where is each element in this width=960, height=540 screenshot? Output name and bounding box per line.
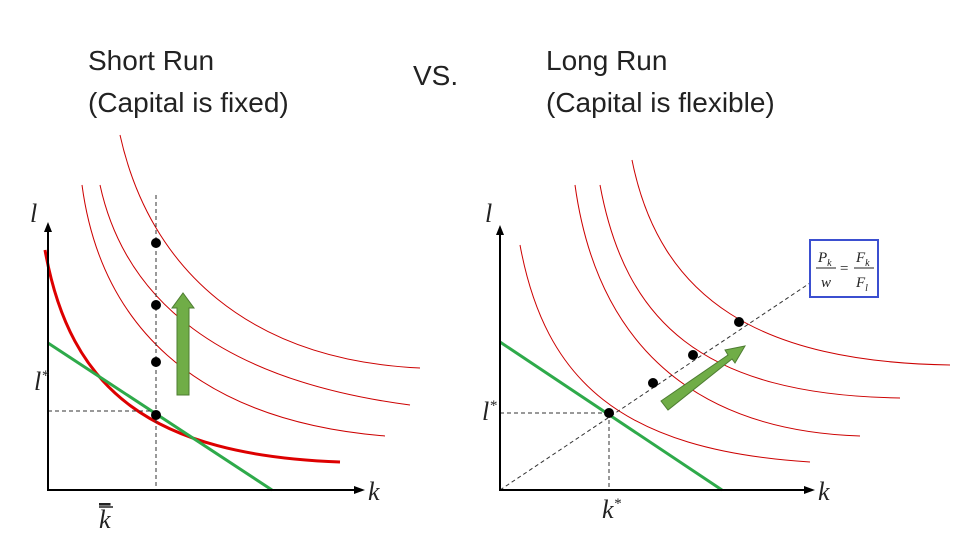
sub: l xyxy=(865,283,868,294)
x-axis-label: k xyxy=(368,477,380,506)
sym: F xyxy=(855,275,866,291)
axes xyxy=(499,228,810,491)
formula-rhs-num: Fk xyxy=(855,250,870,269)
y-axis-label: l xyxy=(30,199,37,228)
isoquant-current xyxy=(43,249,341,464)
isoquant xyxy=(519,244,811,463)
arrow xyxy=(171,292,195,396)
y-marker-base: l xyxy=(482,397,489,426)
point xyxy=(648,378,658,388)
right-title-2: (Capital is flexible) xyxy=(546,87,775,118)
left-title-1: Short Run xyxy=(88,45,214,76)
x-marker-base: k xyxy=(602,495,614,524)
axis-arrows xyxy=(496,225,815,494)
isoquant xyxy=(99,184,411,406)
sub: k xyxy=(865,258,870,269)
y-axis-label: l xyxy=(485,199,492,228)
point xyxy=(688,350,698,360)
right-panel: Pk w = Fk Fl l k l* k* xyxy=(482,159,951,524)
point xyxy=(734,317,744,327)
y-marker-sup: * xyxy=(41,368,49,384)
point xyxy=(151,357,161,367)
y-marker-sup: * xyxy=(489,398,497,414)
x-marker: k* xyxy=(602,495,622,524)
x-marker: k xyxy=(99,505,111,534)
isoquant xyxy=(631,159,951,366)
y-marker: l* xyxy=(482,397,497,426)
axis-arrows xyxy=(44,222,365,494)
point xyxy=(604,408,614,418)
left-panel: l k l* k xyxy=(30,134,421,534)
separator: VS. xyxy=(413,60,458,91)
formula-rhs-den: Fl xyxy=(855,275,868,294)
formula-lhs-num: Pk xyxy=(817,250,832,269)
expansion-path xyxy=(499,282,811,491)
x-axis-label: k xyxy=(818,477,830,506)
y-marker-base: l xyxy=(34,367,41,396)
formula-lhs-den: w xyxy=(821,275,831,291)
sym: F xyxy=(855,250,866,266)
isoquant xyxy=(81,184,386,437)
axes xyxy=(47,225,360,491)
x-marker-sup: * xyxy=(614,496,622,512)
isoquant xyxy=(599,184,901,399)
right-title-1: Long Run xyxy=(546,45,667,76)
sub: k xyxy=(827,258,832,269)
point xyxy=(151,238,161,248)
left-title-2: (Capital is fixed) xyxy=(88,87,289,118)
formula-equals: = xyxy=(839,261,849,277)
arrow xyxy=(660,345,746,411)
point xyxy=(151,300,161,310)
point xyxy=(151,410,161,420)
isoquant xyxy=(119,134,421,369)
y-marker: l* xyxy=(34,367,49,396)
isoquant xyxy=(574,184,861,437)
sym: P xyxy=(817,250,827,266)
